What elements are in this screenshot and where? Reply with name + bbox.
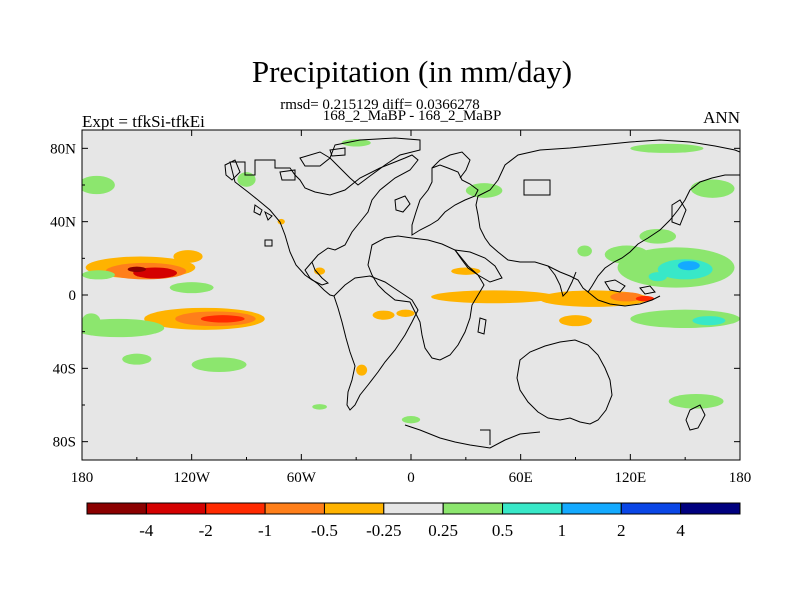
anomaly-region-19 [82, 270, 115, 280]
anomaly-region-9 [610, 292, 644, 302]
experiment-label: Expt = tfkSi-tfkEi [82, 112, 205, 131]
colorbar-swatch-5 [383, 502, 444, 515]
colorbar-level-label: -0.5 [311, 521, 338, 540]
anomaly-region-40 [401, 416, 421, 424]
x-tick-label: 60E [509, 470, 533, 486]
anomaly-fields [82, 139, 740, 424]
colorbar-swatch-1 [145, 502, 207, 515]
anomaly-region-13 [396, 309, 415, 318]
anomaly-region-34 [82, 318, 165, 338]
coast-alaska [224, 159, 273, 247]
colorbar-swatch-3 [264, 502, 325, 515]
colorbar-swatch-7 [502, 502, 563, 515]
colorbar-swatch-2 [205, 502, 266, 515]
anomaly-region-41 [668, 394, 724, 409]
colorbar-swatch-9 [620, 502, 682, 515]
stats-line: rmsd= 0.215129 diff= 0.0366278 [280, 97, 480, 113]
season-label: ANN [703, 108, 740, 127]
coast-arctic-islands [279, 147, 346, 181]
colorbar: -4 -2 -1 -0.5 -0.25 0.25 0.5 1 2 4 [86, 502, 741, 540]
coast-central-america [304, 261, 335, 297]
anomaly-region-36 [191, 357, 247, 372]
anomaly-region-25 [690, 179, 735, 198]
colorbar-level-label: 1 [558, 521, 567, 540]
coastlines [224, 137, 740, 449]
x-axis: 180 120W 60W 0 60E 120E 180 [71, 130, 752, 486]
coast-north-america [229, 154, 419, 286]
coast-scandinavia [431, 151, 471, 179]
y-axis: 80N 40N 0 40S 80S [50, 141, 740, 451]
colorbar-level-label: -4 [139, 521, 154, 540]
anomaly-region-24 [630, 143, 704, 153]
colorbar-swatch-4 [323, 502, 385, 515]
anomaly-region-33 [692, 316, 726, 326]
coast-africa [367, 235, 485, 361]
y-tick-label: 40N [50, 215, 76, 231]
x-tick-label: 180 [729, 470, 752, 486]
anomaly-region-18 [277, 218, 285, 225]
colorbar-level-label: -0.25 [366, 521, 401, 540]
anomaly-region-21 [237, 172, 256, 187]
colorbar-level-label: -2 [199, 521, 213, 540]
x-tick-label: 180 [71, 470, 94, 486]
anomaly-region-6 [200, 315, 245, 323]
anomaly-region-23 [341, 139, 371, 147]
colorbar-level-label: -1 [258, 521, 272, 540]
anomaly-region-15 [356, 364, 368, 376]
coast-indonesia [587, 279, 661, 307]
anomaly-region-12 [372, 310, 395, 320]
coast-madagascar [477, 317, 487, 335]
anomaly-region-3 [127, 266, 146, 273]
anomaly-region-38 [82, 313, 101, 328]
x-tick-label: 0 [407, 470, 415, 486]
y-tick-label: 80S [53, 435, 76, 451]
colorbar-swatch-8 [561, 502, 622, 515]
coast-japan [671, 199, 687, 226]
colorbar-swatch-0 [86, 502, 147, 515]
anomaly-region-31 [648, 272, 667, 282]
coast-caspian [523, 179, 551, 196]
colorbar-swatch-6 [442, 502, 504, 515]
coast-arabia [453, 249, 503, 283]
y-tick-label: 80N [50, 141, 76, 157]
anomaly-region-20 [82, 175, 115, 195]
y-tick-label: 0 [69, 288, 77, 304]
anomaly-region-10 [635, 295, 655, 302]
anomaly-region-14 [451, 267, 481, 275]
coast-australia [516, 339, 613, 425]
coast-india [547, 265, 577, 297]
colorbar-level-label: 4 [676, 521, 685, 540]
anomaly-region-35 [169, 282, 214, 294]
anomaly-region-7 [431, 290, 556, 304]
coast-south-america [333, 275, 419, 411]
chart-title: Precipitation (in mm/day) [252, 54, 572, 89]
anomaly-region-42 [577, 245, 592, 257]
anomaly-region-26 [639, 229, 677, 244]
colorbar-swatch-10 [680, 502, 741, 515]
anomaly-region-37 [122, 353, 152, 365]
coast-new-zealand [685, 404, 706, 431]
x-tick-label: 60W [287, 470, 317, 486]
x-tick-label: 120W [173, 470, 211, 486]
anomaly-region-17 [314, 267, 326, 275]
coast-greenland [329, 137, 421, 186]
colorbar-level-label: 0.5 [492, 521, 513, 540]
y-tick-label: 40S [53, 361, 76, 377]
cases-line: 168_2_MaBP - 168_2_MaBP [323, 108, 502, 124]
anomaly-region-30 [677, 261, 700, 271]
coast-asia [475, 139, 740, 293]
coast-europe [411, 164, 479, 236]
coast-uk [394, 195, 411, 213]
anomaly-region-16 [173, 250, 203, 263]
colorbar-level-label: 2 [617, 521, 626, 540]
colorbar-level-label: 0.25 [428, 521, 458, 540]
x-tick-label: 120E [614, 470, 646, 486]
coast-antarctica [404, 424, 541, 449]
anomaly-region-22 [465, 183, 503, 198]
anomaly-region-11 [559, 315, 592, 327]
anomaly-region-39 [312, 404, 327, 410]
